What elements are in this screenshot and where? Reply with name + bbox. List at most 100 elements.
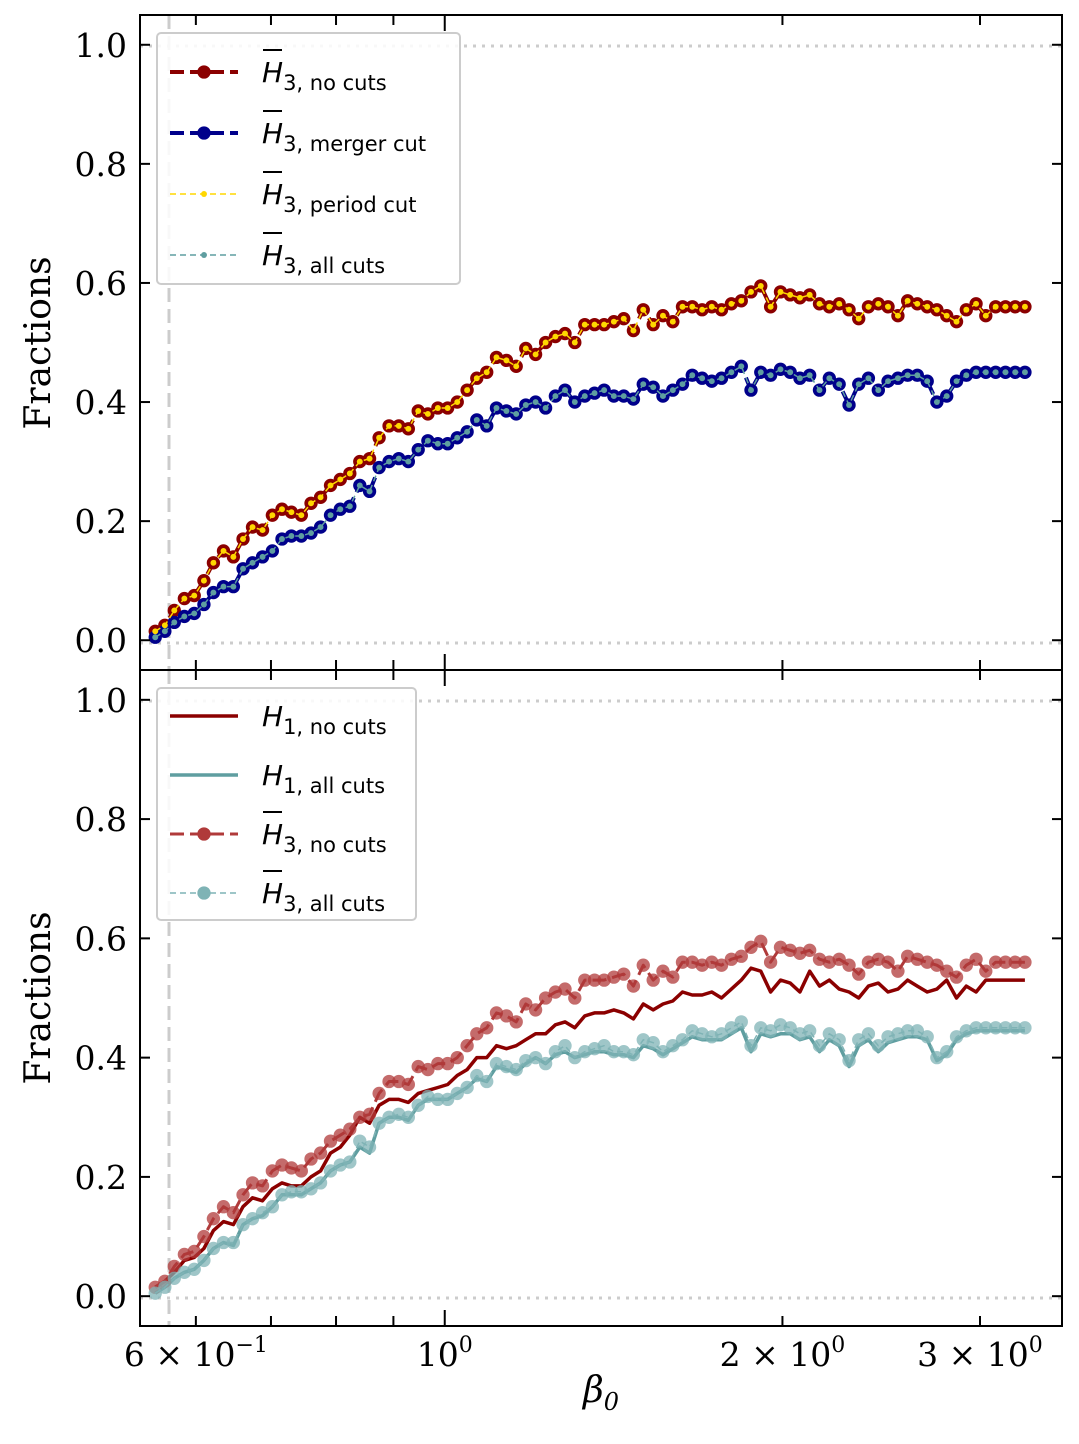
x-tick-label: 3 × 100	[917, 1333, 1043, 1374]
top-series-point	[542, 339, 549, 346]
top-series-point	[748, 288, 754, 295]
bottom-ytick-label: 0.8	[75, 800, 127, 839]
legend-label-subscript: 1, all cuts	[283, 774, 385, 798]
top-series-point	[904, 372, 911, 379]
bottom-series-point	[587, 973, 602, 987]
bottom-series-point	[949, 970, 964, 984]
top-series-point	[933, 399, 940, 406]
bottom-series-point	[744, 1039, 758, 1053]
top-series-point	[513, 363, 520, 370]
bottom-series-point	[1008, 955, 1022, 969]
top-series-point	[288, 509, 295, 516]
bottom-series-point	[255, 1179, 270, 1193]
top-series-point	[796, 375, 803, 382]
top-series-point	[748, 387, 754, 394]
bottom-series-point	[206, 1241, 221, 1256]
top-series-point	[885, 303, 891, 310]
bottom-series-point	[382, 1074, 396, 1089]
bottom-series-point	[323, 1164, 338, 1178]
top-series-point	[728, 300, 735, 307]
top-series-point	[1002, 303, 1009, 310]
x-tick-label: 100	[417, 1333, 473, 1374]
legend-label-subscript: 3, no cuts	[283, 833, 387, 857]
top-series-point	[943, 312, 950, 319]
top-series-point	[610, 393, 617, 400]
top-series-point	[806, 291, 813, 298]
bottom-ytick-label: 0.6	[75, 919, 127, 958]
top-series-point	[914, 372, 921, 379]
top-series-point	[532, 399, 539, 406]
top-series-point	[601, 387, 608, 394]
top-series-point	[346, 470, 353, 477]
bottom-y-axis-label: Fractions	[18, 911, 59, 1084]
top-series-point	[630, 327, 637, 334]
bottom-series-point	[568, 991, 582, 1005]
top-series-point	[493, 354, 500, 361]
top-series-point	[161, 622, 168, 629]
top-series-point	[240, 565, 247, 572]
top-series-point	[757, 369, 764, 376]
bottom-series-point	[460, 1039, 474, 1053]
bottom-series-point	[509, 1015, 523, 1029]
bottom-series-point	[852, 967, 866, 981]
top-series-point	[826, 375, 833, 382]
bottom-series-point	[734, 949, 748, 963]
legend-label-main: H	[262, 818, 283, 851]
bottom-series-point	[940, 1045, 954, 1059]
top-series-point	[230, 583, 237, 590]
bottom-series-point	[959, 958, 973, 972]
top-series-point	[581, 321, 588, 328]
top-series-point	[249, 524, 256, 531]
top-series-line	[154, 365, 1025, 638]
bottom-ytick-label: 0.2	[75, 1158, 127, 1197]
bottom-series-point	[284, 1185, 299, 1199]
top-series-point	[865, 303, 872, 310]
top-series-point	[464, 387, 471, 394]
bottom-series-point	[548, 1045, 563, 1059]
top-series-point	[953, 318, 960, 325]
top-series-point	[317, 494, 324, 501]
top-series-point	[992, 369, 999, 376]
top-series-point	[220, 547, 227, 554]
top-series-point	[659, 393, 666, 400]
top-series-point	[424, 437, 431, 444]
bottom-series-point	[499, 1009, 514, 1023]
bottom-series-point	[353, 1134, 367, 1148]
top-series-point	[796, 294, 803, 301]
bottom-series-point	[646, 973, 660, 987]
bottom-series-point	[460, 1080, 474, 1095]
bottom-series-point	[401, 1110, 416, 1124]
top-series-point	[679, 303, 686, 310]
bottom-series-point	[675, 955, 690, 969]
bottom-series-point	[969, 952, 983, 966]
bottom-series-point	[646, 1036, 660, 1050]
top-series-point	[366, 455, 373, 462]
top-ytick-label: 0.4	[75, 383, 127, 422]
top-series-point	[308, 500, 314, 507]
top-series-point	[836, 381, 843, 388]
top-series-point	[552, 333, 559, 340]
top-series-point	[650, 384, 657, 391]
top-series-point	[571, 339, 578, 346]
bottom-series-line	[154, 966, 1025, 1289]
top-series-point	[356, 458, 363, 465]
top-series-point	[386, 458, 393, 465]
top-series-point	[973, 369, 980, 376]
bottom-series-point	[509, 1062, 523, 1077]
top-y-axis: 0.0 0.2 0.4 0.6 0.8 1.0	[75, 26, 1062, 660]
top-series-point	[279, 506, 285, 513]
bottom-series-point	[871, 1039, 885, 1053]
bottom-series-point	[323, 1134, 338, 1148]
top-series-point	[405, 458, 412, 465]
bottom-series-point	[949, 1030, 964, 1044]
top-ytick-label: 0.0	[75, 621, 127, 660]
bottom-series-point	[754, 934, 768, 949]
legend-label-main: H	[262, 877, 283, 910]
bottom-series-point	[411, 1098, 425, 1113]
top-series-point	[816, 300, 823, 307]
top-series-point	[395, 455, 402, 462]
bottom-series-point	[470, 1027, 484, 1041]
bottom-series-point	[333, 1128, 347, 1142]
bottom-series-point	[900, 1024, 915, 1038]
